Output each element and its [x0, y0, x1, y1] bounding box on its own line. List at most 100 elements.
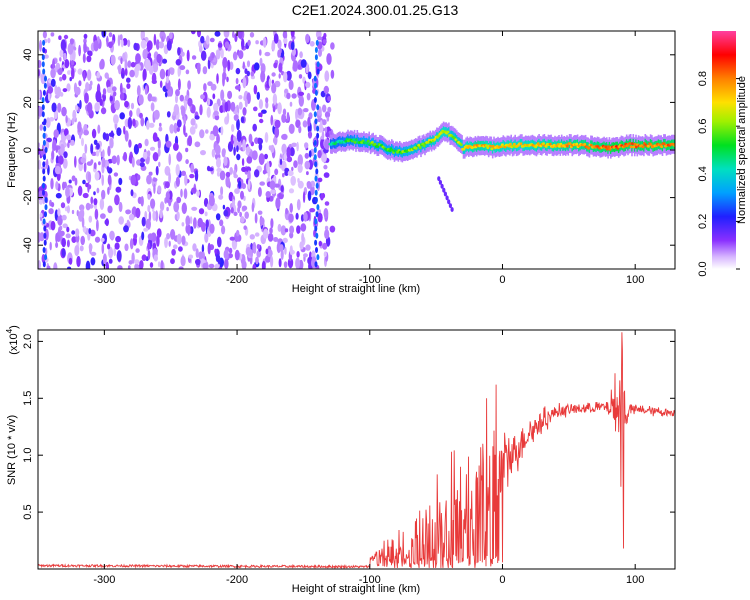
noise-cell	[271, 72, 276, 77]
noise-cell	[187, 135, 193, 147]
noise-cell	[249, 32, 255, 38]
noise-cell	[100, 237, 105, 242]
noise-cell	[60, 39, 67, 52]
noise-cell	[119, 112, 125, 120]
noise-cell	[270, 218, 274, 229]
noise-cell	[247, 39, 251, 47]
noise-cell	[202, 262, 209, 269]
noise-cell	[227, 90, 233, 100]
noise-cell	[83, 38, 87, 44]
noise-cell	[289, 245, 293, 256]
noise-cell	[54, 165, 61, 175]
ridge-core	[660, 145, 664, 149]
noise-cell	[123, 125, 126, 135]
noise-cell	[120, 39, 124, 48]
noise-cell	[233, 169, 237, 177]
noise-cell	[78, 44, 81, 57]
noise-cell	[317, 212, 323, 223]
noise-cell	[93, 40, 99, 52]
streak-cell	[44, 254, 48, 261]
noise-cell	[264, 153, 268, 160]
noise-cell	[131, 156, 135, 168]
noise-cell	[289, 101, 293, 107]
noise-cell	[285, 207, 289, 215]
noise-cell	[259, 49, 262, 56]
noise-cell	[324, 229, 330, 240]
noise-cell	[58, 35, 62, 40]
noise-cell	[67, 266, 72, 269]
noise-cell	[304, 160, 311, 170]
noise-cell	[281, 70, 284, 76]
noise-cell	[143, 227, 149, 232]
noise-cell	[71, 175, 76, 182]
ridge-core	[575, 142, 579, 146]
noise-cell	[39, 212, 43, 218]
noise-cell	[291, 142, 298, 147]
streak-cell	[42, 161, 46, 168]
noise-cell	[80, 208, 85, 219]
x-tick-label: -300	[93, 574, 115, 586]
noise-cell	[299, 51, 303, 59]
noise-cell	[216, 49, 221, 60]
ridge-core	[366, 139, 370, 143]
noise-cell	[231, 124, 235, 132]
noise-cell	[66, 134, 71, 141]
noise-cell	[107, 145, 111, 157]
noise-cell	[220, 186, 224, 196]
noise-cell	[295, 212, 299, 220]
noise-cell	[297, 164, 303, 173]
noise-cell	[214, 31, 221, 37]
noise-cell	[323, 32, 327, 39]
noise-cell	[118, 177, 123, 186]
noise-cell	[176, 119, 182, 128]
noise-cell	[262, 37, 267, 48]
noise-cell	[233, 211, 238, 216]
noise-cell	[176, 152, 183, 162]
noise-cell	[293, 160, 298, 169]
noise-cell	[217, 42, 223, 48]
noise-cell	[128, 139, 132, 148]
noise-cell	[158, 41, 164, 49]
noise-cell	[173, 244, 178, 250]
noise-cell	[86, 55, 92, 63]
noise-cell	[241, 205, 248, 211]
noise-cell	[324, 225, 329, 231]
noise-cell	[309, 41, 315, 47]
noise-cell	[74, 155, 77, 168]
noise-cell	[217, 236, 222, 248]
noise-cell	[278, 73, 281, 79]
noise-cell	[46, 158, 49, 169]
noise-cell	[104, 219, 109, 225]
noise-cell	[278, 258, 282, 268]
noise-cell	[126, 219, 130, 227]
noise-cell	[223, 31, 230, 38]
noise-cell	[47, 91, 51, 102]
noise-cell	[155, 39, 160, 50]
colorbar-gradient	[712, 31, 736, 269]
noise-cell	[258, 99, 263, 110]
noise-cell	[88, 228, 92, 235]
noise-cell	[242, 139, 247, 152]
noise-cell	[114, 194, 120, 206]
noise-cell	[230, 134, 235, 145]
noise-cell	[187, 97, 193, 107]
x-tick-label: 100	[626, 574, 644, 586]
ridge-core	[557, 145, 562, 148]
noise-cell	[224, 258, 229, 269]
noise-cell	[185, 215, 191, 227]
noise-cell	[58, 155, 64, 165]
noise-cell	[63, 151, 68, 159]
snr-frame	[37, 329, 676, 570]
noise-cell	[256, 244, 261, 250]
noise-cell	[80, 157, 87, 164]
streak-cell	[316, 204, 320, 211]
noise-cell	[296, 225, 301, 234]
ridge-core	[446, 130, 450, 134]
ridge-core	[565, 144, 570, 148]
noise-cell	[86, 69, 92, 81]
noise-cell	[123, 225, 129, 233]
noise-cell	[64, 59, 70, 69]
noise-cell	[208, 263, 215, 269]
noise-cell	[159, 68, 166, 80]
noise-cell	[191, 187, 197, 194]
